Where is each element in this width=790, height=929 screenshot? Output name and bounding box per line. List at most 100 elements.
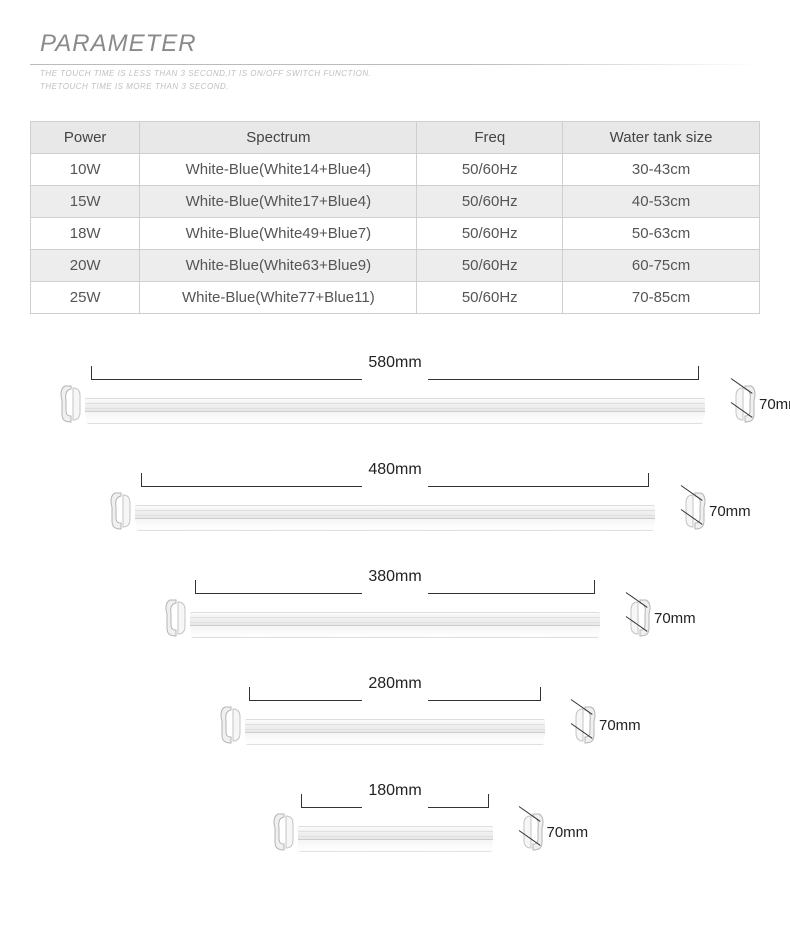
parameter-table: PowerSpectrumFreqWater tank size 10WWhit…: [30, 121, 760, 314]
table-cell: White-Blue(White63+Blue9): [140, 250, 417, 282]
height-label: 70mm: [654, 610, 696, 627]
subtitle-line1: THE TOUCH TIME IS LESS THAN 3 SECOND,IT …: [30, 69, 760, 78]
subtitle-line2: THETOUCH TIME IS MORE THAN 3 SECOND.: [30, 82, 760, 91]
table-cell: 60-75cm: [563, 250, 760, 282]
height-lines: [733, 376, 753, 426]
table-cell: 20W: [31, 250, 140, 282]
size-row: 580mm 70mm: [30, 354, 760, 429]
light-assembly: [109, 491, 681, 531]
light-assembly: [59, 384, 731, 424]
mount-clip-left: [164, 598, 190, 638]
table-row: 20WWhite-Blue(White63+Blue9)50/60Hz60-75…: [31, 250, 760, 282]
light-front-face: [190, 626, 600, 638]
header-section: PARAMETER THE TOUCH TIME IS LESS THAN 3 …: [0, 0, 790, 101]
size-row: 480mm 70mm: [30, 461, 760, 536]
height-dimension: 70mm: [733, 376, 790, 426]
dim-line: [518, 806, 540, 822]
height-label: 70mm: [709, 503, 751, 520]
size-row: 180mm 70mm: [30, 782, 760, 857]
light-top-plate: [85, 398, 705, 412]
dim-tick: [301, 794, 302, 808]
light-top-plate: [298, 826, 493, 840]
height-dimension: 70mm: [683, 483, 751, 533]
dim-line: [302, 807, 362, 808]
table-header-cell: Water tank size: [563, 122, 760, 154]
dim-tick: [488, 794, 489, 808]
size-row: 380mm 70mm: [30, 568, 760, 643]
width-label: 280mm: [362, 675, 427, 693]
dim-line: [142, 486, 362, 487]
dim-tick: [698, 366, 699, 380]
table-header-cell: Power: [31, 122, 140, 154]
dim-line: [428, 593, 594, 594]
light-front-face: [245, 733, 545, 745]
light-top-plate: [190, 612, 600, 626]
table-cell: 50-63cm: [563, 218, 760, 250]
dim-tick: [249, 687, 250, 701]
table-row: 25WWhite-Blue(White77+Blue11)50/60Hz70-8…: [31, 282, 760, 314]
table-row: 18WWhite-Blue(White49+Blue7)50/60Hz50-63…: [31, 218, 760, 250]
light-top-plate: [135, 505, 655, 519]
table-cell: White-Blue(White49+Blue7): [140, 218, 417, 250]
mount-clip-right: [600, 598, 626, 638]
height-lines: [683, 483, 703, 533]
light-body: [135, 505, 655, 531]
height-label: 70mm: [599, 717, 641, 734]
width-label: 580mm: [362, 354, 427, 372]
light-body: [245, 719, 545, 745]
height-lines: [521, 804, 541, 854]
dim-line: [571, 723, 593, 739]
table-cell: 15W: [31, 186, 140, 218]
light-front-face: [85, 412, 705, 424]
mount-clip-left: [59, 384, 85, 424]
dim-line: [428, 486, 648, 487]
table-row: 10WWhite-Blue(White14+Blue4)50/60Hz30-43…: [31, 154, 760, 186]
table-cell: 50/60Hz: [417, 250, 563, 282]
mount-clip-left: [272, 812, 298, 852]
width-label: 180mm: [362, 782, 427, 800]
light-front-face: [135, 519, 655, 531]
width-dimension: 480mm: [135, 461, 655, 487]
width-dimension: 580mm: [85, 354, 705, 380]
light-top-plate: [245, 719, 545, 733]
mount-clip-right: [545, 705, 571, 745]
mount-clip-right: [655, 491, 681, 531]
table-cell: 50/60Hz: [417, 186, 563, 218]
width-dimension: 180mm: [298, 782, 493, 808]
table-cell: 50/60Hz: [417, 154, 563, 186]
table-header-cell: Freq: [417, 122, 563, 154]
light-body: [190, 612, 600, 638]
table-cell: 50/60Hz: [417, 218, 563, 250]
table-body: 10WWhite-Blue(White14+Blue4)50/60Hz30-43…: [31, 154, 760, 314]
dim-line: [250, 700, 362, 701]
light-body: [85, 398, 705, 424]
table-cell: 40-53cm: [563, 186, 760, 218]
height-label: 70mm: [547, 824, 589, 841]
table-cell: White-Blue(White14+Blue4): [140, 154, 417, 186]
dim-line: [428, 807, 488, 808]
light-body: [298, 826, 493, 852]
height-lines: [628, 590, 648, 640]
size-row: 280mm 70mm: [30, 675, 760, 750]
table-cell: 18W: [31, 218, 140, 250]
dim-tick: [141, 473, 142, 487]
table-cell: 10W: [31, 154, 140, 186]
dim-line: [681, 509, 703, 525]
size-diagram-area: 580mm 70mm480mm 70mm380mm 70mm280mm 70mm…: [0, 324, 790, 929]
light-assembly: [219, 705, 571, 745]
height-dimension: 70mm: [521, 804, 589, 854]
dim-line: [196, 593, 362, 594]
dim-tick: [648, 473, 649, 487]
mount-clip-right: [493, 812, 519, 852]
table-cell: White-Blue(White77+Blue11): [140, 282, 417, 314]
table-cell: White-Blue(White17+Blue4): [140, 186, 417, 218]
table-row: 15WWhite-Blue(White17+Blue4)50/60Hz40-53…: [31, 186, 760, 218]
dim-line: [571, 699, 593, 715]
table-cell: 50/60Hz: [417, 282, 563, 314]
dim-line: [428, 700, 540, 701]
light-assembly: [164, 598, 626, 638]
dim-line: [428, 379, 698, 380]
dim-line: [681, 485, 703, 501]
mount-clip-left: [219, 705, 245, 745]
table-cell: 70-85cm: [563, 282, 760, 314]
